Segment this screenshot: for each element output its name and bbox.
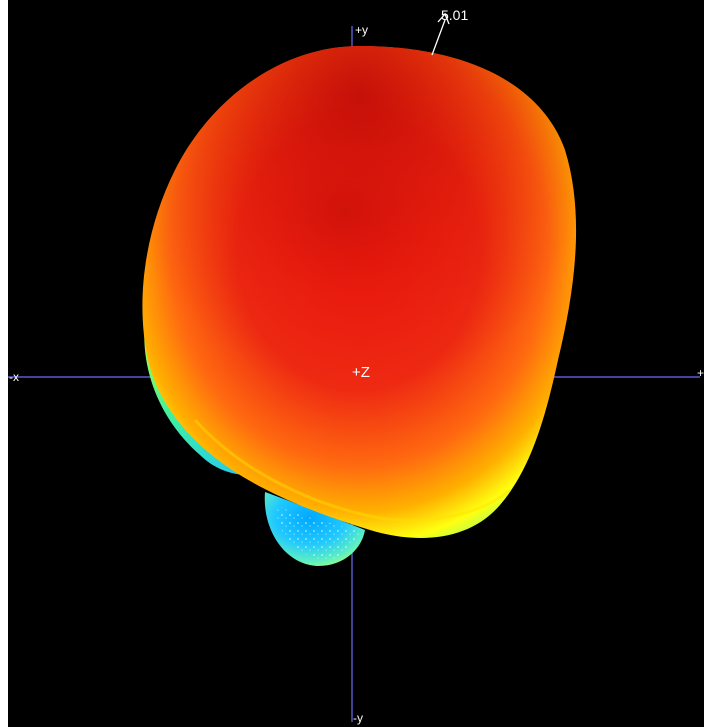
pos-x-axis-label: + bbox=[697, 366, 704, 380]
pos-y-axis-label: +y bbox=[355, 23, 368, 37]
back-lobe-speckle bbox=[275, 505, 360, 560]
neg-y-axis-label: -y bbox=[353, 711, 363, 725]
max-gain-label: 5.01 bbox=[441, 7, 468, 23]
main-lobe-contour bbox=[193, 418, 511, 522]
max-gain-arrowhead bbox=[437, 12, 450, 25]
center-z-label: +Z bbox=[352, 364, 370, 381]
main-lobe-inner-shade bbox=[210, 140, 510, 380]
neg-x-axis-label: -x bbox=[9, 370, 19, 384]
max-gain-pointer bbox=[431, 19, 446, 56]
